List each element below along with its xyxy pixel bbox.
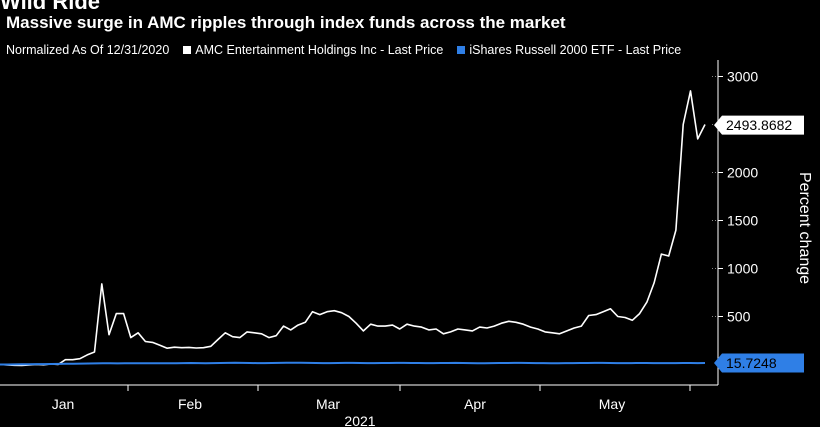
- x-tick-label: Feb: [178, 396, 202, 412]
- x-year-label: 2021: [344, 413, 375, 427]
- x-tick-label: Apr: [464, 396, 486, 412]
- last-value-label-iwm: 15.7248: [714, 353, 804, 373]
- y-tick-label: 2000: [727, 165, 758, 181]
- legend-item-amc: AMC Entertainment Holdings Inc - Last Pr…: [183, 43, 443, 57]
- legend-label-iwm: iShares Russell 2000 ETF - Last Price: [469, 43, 682, 57]
- x-tick-label: Jan: [52, 396, 75, 412]
- last-value-label-amc: 2493.8682: [714, 115, 804, 135]
- legend-item-iwm: iShares Russell 2000 ETF - Last Price: [457, 43, 681, 57]
- legend-swatch-amc: [183, 46, 192, 54]
- legend: Normalized As Of 12/31/2020 AMC Entertai…: [6, 43, 681, 57]
- y-axis-title: Percent change: [796, 172, 813, 284]
- x-tick-label: May: [599, 396, 625, 412]
- y-tick-label: 1500: [727, 213, 758, 229]
- series-line-amc: [0, 90, 706, 367]
- last-value-label-amc-text: 2493.8682: [726, 117, 792, 133]
- last-value-label-iwm-text: 15.7248: [726, 355, 777, 371]
- chart-subtitle: Massive surge in AMC ripples through ind…: [6, 13, 566, 32]
- series-line-iwm: [0, 361, 706, 366]
- chart-title: Wild Ride: [0, 0, 101, 14]
- y-tick-label: 3000: [727, 69, 758, 85]
- last-value-label-amc-box: [714, 115, 804, 135]
- legend-swatch-iwm: [457, 46, 466, 54]
- normalization-note: Normalized As Of 12/31/2020: [6, 43, 170, 57]
- y-tick-label: 500: [727, 309, 751, 325]
- x-tick-label: Mar: [316, 396, 340, 412]
- y-tick-label: 1000: [727, 261, 758, 277]
- legend-label-amc: AMC Entertainment Holdings Inc - Last Pr…: [195, 43, 444, 57]
- last-value-label-iwm-box: [714, 353, 804, 373]
